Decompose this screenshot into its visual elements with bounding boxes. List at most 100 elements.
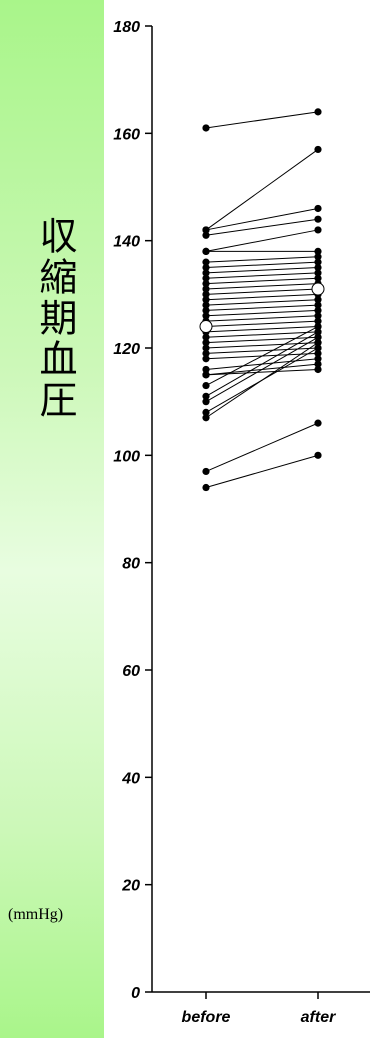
data-point-after	[314, 204, 322, 213]
data-point-after	[314, 339, 322, 347]
pair-line	[205, 267, 319, 274]
data-point-before	[202, 365, 210, 374]
data-point-before	[202, 392, 210, 400]
data-point-after	[314, 365, 322, 374]
data-point-before	[202, 258, 210, 266]
data-point-after	[314, 360, 322, 368]
data-point-after	[314, 108, 322, 116]
x-tick-label: before	[182, 1009, 231, 1026]
data-point-after	[314, 419, 322, 427]
y-axis-title-panel: 収縮期血圧 (mmHg)	[0, 0, 104, 1038]
pair-line	[205, 218, 319, 236]
pair-line	[205, 326, 319, 333]
data-point-before	[202, 355, 210, 363]
pair-line	[205, 111, 319, 129]
data-point-before	[202, 124, 210, 132]
data-point-after	[314, 274, 322, 282]
data-point-before	[202, 467, 210, 476]
pair-line	[205, 309, 319, 317]
pair-line	[205, 272, 319, 279]
data-point-after	[314, 247, 322, 255]
y-tick-label: 40	[121, 770, 140, 787]
pair-line	[205, 331, 319, 338]
y-tick-label: 180	[113, 19, 140, 36]
y-tick-label: 140	[113, 234, 140, 251]
y-tick-label: 0	[131, 985, 140, 1002]
pair-line	[205, 331, 319, 397]
data-point-before	[202, 263, 210, 272]
pair-line	[205, 422, 319, 472]
data-point-after	[314, 258, 322, 266]
data-point-after	[314, 296, 322, 304]
data-point-before	[202, 296, 210, 304]
y-axis-unit: (mmHg)	[8, 906, 64, 923]
data-point-after	[314, 312, 322, 320]
data-point-before	[202, 269, 210, 277]
x-tick-label: after	[301, 1009, 336, 1026]
data-point-after	[314, 333, 322, 341]
data-point-before	[202, 398, 210, 406]
data-point-before	[202, 408, 210, 416]
data-point-after	[314, 317, 322, 325]
data-point-after	[314, 253, 322, 261]
data-point-before	[202, 306, 210, 315]
plot-area	[104, 0, 370, 1038]
y-tick-label: 100	[113, 448, 140, 465]
pair-line	[205, 293, 319, 301]
pair-line	[205, 229, 319, 252]
data-point-after	[314, 269, 322, 277]
mean-marker	[199, 320, 213, 334]
data-point-after	[314, 145, 322, 154]
data-point-before	[202, 312, 210, 320]
y-axis-title: 収縮期血圧	[33, 216, 77, 421]
pair-line	[205, 336, 319, 344]
pair-line	[205, 342, 319, 419]
data-point-before	[202, 483, 210, 492]
data-point-after	[314, 226, 322, 234]
data-point-before	[202, 274, 210, 282]
pair-line	[205, 207, 319, 231]
data-point-before	[202, 371, 210, 379]
pair-line	[205, 454, 319, 489]
data-point-after	[314, 355, 322, 363]
data-point-after	[314, 301, 322, 309]
pair-line	[205, 288, 319, 295]
data-point-after	[314, 328, 322, 336]
pair-line	[205, 336, 319, 403]
data-point-after	[314, 263, 322, 272]
data-point-after	[314, 451, 322, 459]
y-tick-label: 60	[122, 663, 140, 680]
pair-line	[205, 304, 319, 311]
data-point-before	[202, 381, 210, 390]
pair-line	[205, 299, 319, 306]
data-point-before	[202, 344, 210, 352]
y-tick-label: 20	[121, 878, 140, 895]
pair-line	[205, 347, 319, 354]
data-point-after	[314, 306, 322, 315]
data-point-before	[202, 333, 210, 341]
pair-line	[205, 261, 319, 268]
data-point-before	[202, 290, 210, 298]
data-point-before	[202, 285, 210, 293]
data-point-after	[314, 349, 322, 357]
pair-line	[205, 283, 319, 290]
pair-line	[205, 342, 319, 349]
data-point-before	[202, 339, 210, 347]
data-point-after	[314, 344, 322, 352]
data-point-before	[202, 231, 210, 239]
data-point-before	[202, 349, 210, 357]
pair-line	[205, 277, 319, 285]
pair-line	[205, 368, 319, 376]
pair-line	[205, 149, 319, 231]
pair-line	[205, 326, 319, 387]
pair-line	[205, 315, 319, 322]
data-point-before	[202, 414, 210, 422]
data-point-before	[202, 226, 210, 234]
data-point-before	[202, 301, 210, 309]
mean-marker	[311, 282, 325, 296]
data-point-after	[314, 322, 322, 331]
data-point-before	[202, 247, 210, 255]
data-point-after	[314, 215, 322, 223]
